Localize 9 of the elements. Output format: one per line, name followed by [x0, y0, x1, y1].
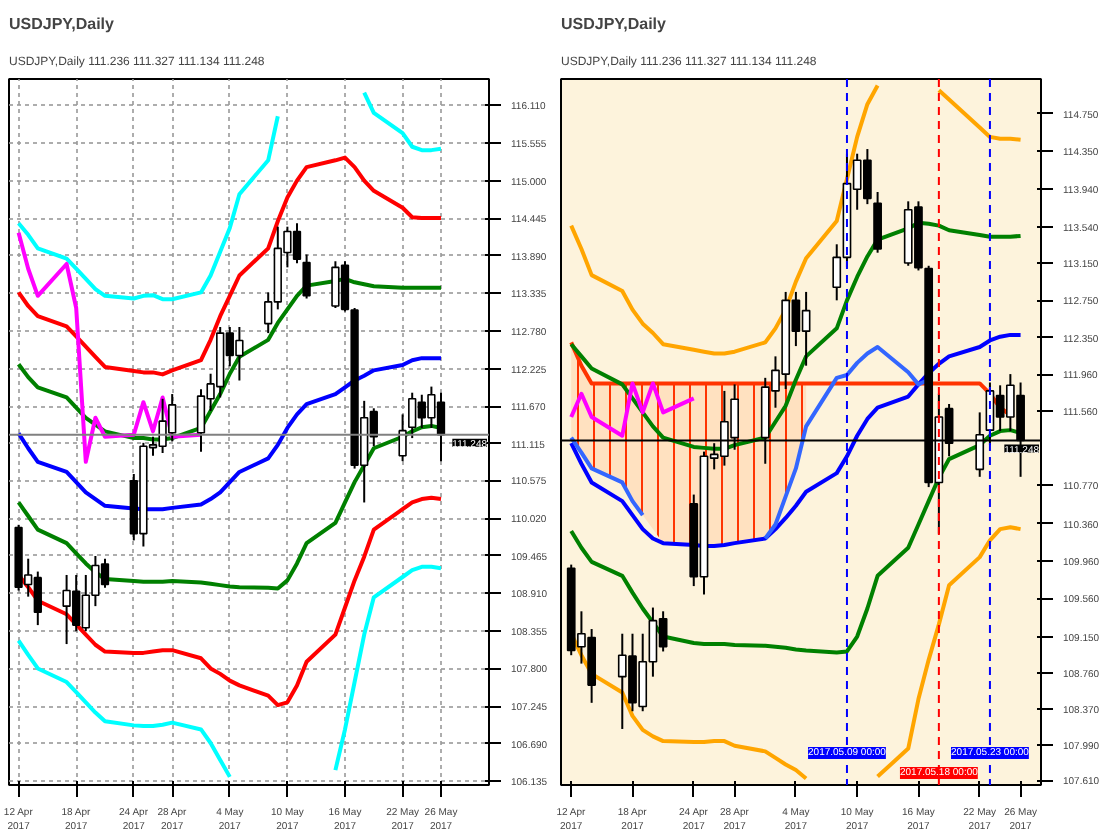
candlestick — [873, 191, 882, 254]
candlestick — [302, 253, 311, 300]
chart-title: USDJPY,Daily — [9, 15, 116, 33]
chart-title: USDJPY,Daily — [561, 15, 668, 33]
line-series — [16, 155, 443, 377]
line-series — [16, 230, 203, 464]
line-series — [16, 356, 443, 512]
line-series — [569, 381, 696, 438]
candlestick — [398, 413, 407, 463]
